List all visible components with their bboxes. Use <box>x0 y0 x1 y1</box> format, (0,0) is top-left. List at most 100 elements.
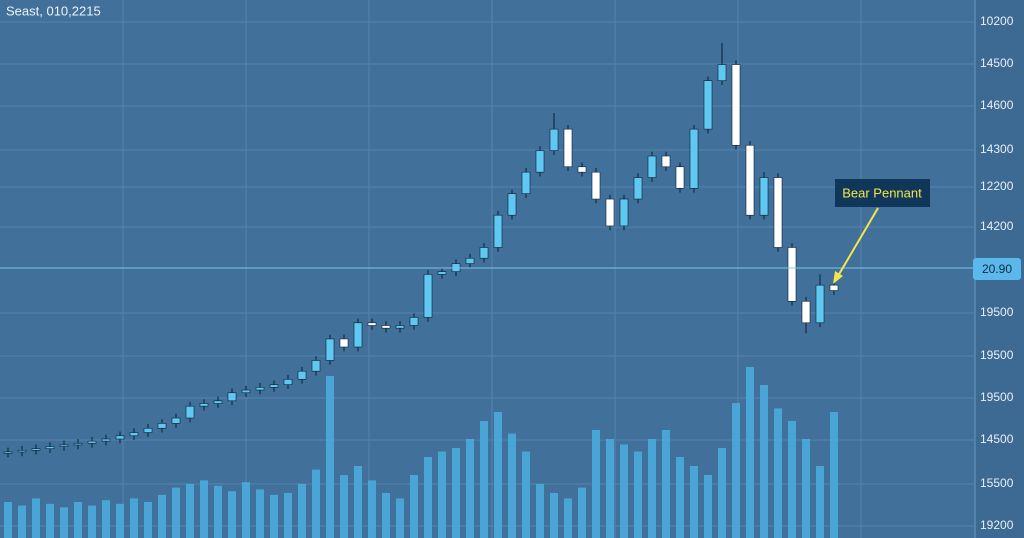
candle-body <box>759 177 769 216</box>
candle-body <box>157 423 167 429</box>
volume-bar <box>172 487 180 538</box>
candle-body <box>199 403 209 407</box>
volume-bar <box>410 475 418 538</box>
volume-bar <box>354 466 362 538</box>
volume-bar <box>60 507 68 538</box>
volume-bar <box>774 408 782 538</box>
current-price-box <box>973 258 1021 280</box>
current-price-label: 20.90 <box>982 262 1012 276</box>
candle-body <box>381 325 391 329</box>
volume-bar <box>74 502 82 538</box>
candle-body <box>563 128 573 168</box>
volume-bar <box>256 489 264 538</box>
price-axis-label: 19500 <box>980 390 1014 404</box>
volume-bar <box>802 439 810 538</box>
volume-bar <box>732 403 740 538</box>
candle-body <box>605 198 615 227</box>
candle-body <box>465 257 475 264</box>
volume-bar <box>438 451 446 538</box>
candle-body <box>227 392 237 402</box>
volume-bar <box>718 448 726 538</box>
annotation-box <box>835 179 930 207</box>
volume-bar <box>466 439 474 538</box>
candle-body <box>325 338 335 361</box>
volume-bar <box>214 485 222 538</box>
candle-body <box>339 338 349 348</box>
volume-bar <box>270 494 278 538</box>
candle-body <box>213 400 223 404</box>
candle-body <box>311 360 321 372</box>
candle-body <box>437 271 447 275</box>
price-axis-label: 19200 <box>980 518 1014 532</box>
header: Seast, 010,2215 <box>6 3 101 18</box>
candle-body <box>661 155 671 168</box>
volume-bar <box>284 493 292 538</box>
grid <box>0 0 975 538</box>
candle-body <box>703 80 713 130</box>
volume-bar <box>18 505 26 538</box>
volume-bar <box>578 487 586 538</box>
volume-bar <box>424 457 432 538</box>
candle-body <box>521 171 531 194</box>
candle-body <box>773 177 783 248</box>
price-axis-label: 14300 <box>980 142 1014 156</box>
volume-bar <box>452 448 460 538</box>
volume-bar <box>4 502 12 538</box>
annotation-arrow <box>837 207 879 277</box>
candle-body <box>367 322 377 326</box>
candle-body <box>423 274 433 318</box>
price-axis-label: 19500 <box>980 348 1014 362</box>
candle-body <box>507 193 517 216</box>
price-axis-label: 14500 <box>980 56 1014 70</box>
candle-body <box>269 384 279 388</box>
price-axis-label: 14500 <box>980 432 1014 446</box>
volume-bar <box>312 469 320 538</box>
candle-body <box>3 451 13 454</box>
volume-bar <box>508 433 516 538</box>
price-axis-label: 10200 <box>980 14 1014 28</box>
price-axis-label: 12200 <box>980 179 1014 193</box>
volume-bar <box>550 493 558 538</box>
candle-body <box>633 177 643 200</box>
volume-bar <box>634 451 642 538</box>
volume-bar <box>116 503 124 538</box>
price-axis-label: 14600 <box>980 98 1014 112</box>
volume-bar <box>760 385 768 538</box>
volume-bar <box>662 430 670 538</box>
volume-bar <box>564 498 572 538</box>
volume-bar <box>536 484 544 538</box>
candle-body <box>87 440 97 444</box>
volume-bar <box>298 484 306 538</box>
candle-body <box>241 389 251 394</box>
volume-bar <box>648 439 656 538</box>
volume-bar <box>816 466 824 538</box>
candle-body <box>647 155 657 178</box>
candle-body <box>619 198 629 227</box>
candle-body <box>143 427 153 433</box>
volume-bar <box>46 503 54 538</box>
candle-body <box>255 387 265 391</box>
price-axis-label: 14200 <box>980 219 1014 233</box>
volume-bar <box>228 491 236 538</box>
volume-bar <box>522 451 530 538</box>
candle-body <box>787 247 797 302</box>
candle-body <box>577 166 587 173</box>
candle-body <box>717 64 727 81</box>
volume-bar <box>368 480 376 538</box>
volume-bar <box>186 484 194 538</box>
candle-body <box>829 284 839 291</box>
volume-bar <box>494 412 502 538</box>
candle-body <box>59 444 69 447</box>
volume-bar <box>200 480 208 538</box>
candle-body <box>479 247 489 259</box>
candle-body <box>115 435 125 440</box>
price-axis-label: 19500 <box>980 305 1014 319</box>
volume-bar <box>620 444 628 538</box>
candle-body <box>31 448 41 451</box>
candle-body <box>801 300 811 324</box>
candle-body <box>409 317 419 326</box>
candle-body <box>353 322 363 348</box>
annotation-arrowhead <box>833 271 843 284</box>
